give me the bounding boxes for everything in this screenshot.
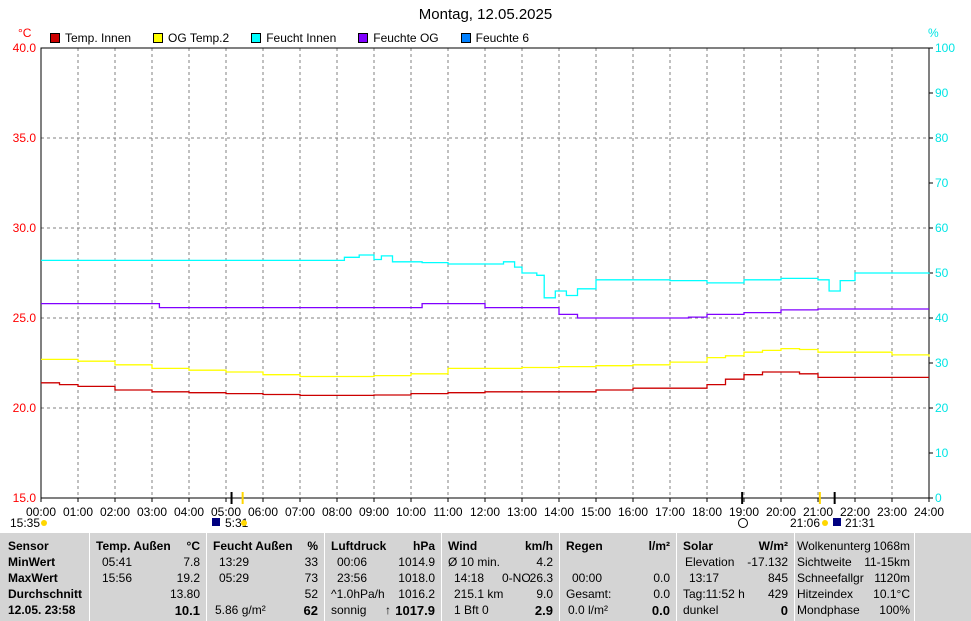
col-header: Temp. Außen [96,539,171,553]
legend: Temp. Innen OG Temp.2 Feucht Innen Feuch… [50,31,551,45]
y-right-tick-label: 20 [935,401,949,415]
legend-item-feucht-innen: Feucht Innen [251,31,336,45]
col-header: Solar [683,539,714,553]
x-tick-label: 15:00 [581,505,611,519]
sun-icon [241,520,247,526]
y-right-tick-label: 80 [935,131,949,145]
stats-panel: Sensor MinWert MaxWert Durchschnitt 12.0… [0,533,971,621]
x-tick-label: 17:00 [655,505,685,519]
y-left-tick-label: 20.0 [13,401,37,415]
label-minwert: MinWert [8,555,56,569]
moonset-icon [833,518,841,526]
y-left-tick-label: 25.0 [13,311,37,325]
label-durchschnitt: Durchschnitt [8,587,83,601]
legend-item-feuchte-6: Feuchte 6 [460,31,529,45]
x-tick-label: 06:00 [248,505,278,519]
event-time-label: 15:35 [10,516,40,530]
stats-col-misc: Wolkenunterg 1068m Sichtweite 11-15km Schn… [794,533,914,621]
stats-col-labels: Sensor MinWert MaxWert Durchschnitt 12.0… [0,533,89,621]
series-line-3 [41,302,929,319]
col-unit: % [307,539,318,553]
label-sensor: Sensor [8,539,49,553]
y-right-tick-label: 30 [935,356,949,370]
col-unit: l/m² [648,539,670,553]
legend-swatch [358,33,369,43]
x-tick-label: 24:00 [914,505,944,519]
x-tick-label: 14:00 [544,505,574,519]
event-time-label: 21:31 [845,516,875,530]
x-tick-label: 12:00 [470,505,500,519]
col-unit: km/h [524,539,553,553]
stats-col-luftdruck: Luftdruck hPa 00:06 1014.9 23:56 1018.0 ^1.… [324,533,441,621]
x-tick-label: 02:00 [100,505,130,519]
x-tick-label: 11:00 [433,505,462,519]
x-tick-label: 03:00 [137,505,167,519]
y-right-tick-label: 70 [935,176,949,190]
x-tick-label: 21:00 [803,505,833,519]
stats-col-wind: Wind km/h Ø 10 min. 4.2 14:18 0-NO 26.3 215.… [441,533,559,621]
x-tick-label: 23:00 [877,505,907,519]
x-tick-label: 08:00 [322,505,352,519]
y-right-tick-label: 50 [935,266,949,280]
series-line-1 [41,347,930,378]
y-right-tick-label: 0 [935,491,942,505]
x-tick-label: 20:00 [766,505,796,519]
col-unit: °C [186,539,200,553]
x-tick-label: 04:00 [174,505,204,519]
x-tick-label: 18:00 [692,505,722,519]
legend-swatch [153,33,164,43]
x-tick-label: 09:00 [359,505,389,519]
x-tick-label: 10:00 [396,505,426,519]
trend-up-arrow-icon: ↑ [385,603,391,617]
moon-full-icon [738,518,748,528]
col-unit: W/m² [758,539,788,553]
col-header: Feucht Außen [213,539,293,553]
col-header: Luftdruck [331,539,387,553]
x-tick-label: 13:00 [507,505,537,519]
series-line-0 [41,371,929,397]
event-time-label: 5:31 [225,516,249,530]
event-time-label: 21:06 [790,516,820,530]
y-right-tick-label: 100 [935,41,955,55]
legend-item-feuchte-og: Feuchte OG [358,31,439,45]
y-left-tick-label: 30.0 [13,221,37,235]
chart-canvas: 00:00 01:00 02:00 03:00 04:00 05:00 06:00 07:00… [10,41,955,530]
stats-col-temp-aussen: Temp. Außen °C 05:41 7.8 15:56 19.2 13.80 1… [89,533,206,621]
label-maxwert: MaxWert [8,571,58,585]
y-left-tick-label: 40.0 [13,41,37,55]
y-left-tick-label: 15.0 [13,491,37,505]
col-header: Wind [448,539,478,553]
sun-icon [822,520,828,526]
y-right-tick-label: 60 [935,221,949,235]
x-tick-label: 07:00 [285,505,315,519]
moonrise-icon [212,518,220,526]
legend-swatch [251,33,262,43]
x-tick-label: 22:00 [840,505,870,519]
right-axis-unit: % [928,26,939,40]
series-line-2 [41,254,930,299]
x-tick-label: 05:00 [211,505,241,519]
y-left-tick-label: 35.0 [13,131,37,145]
legend-swatch [460,33,471,43]
x-tick-label: 00:00 [26,505,56,519]
y-right-tick-label: 40 [935,311,949,325]
col-header: Regen [566,539,603,553]
x-tick-label: 01:00 [63,505,93,519]
x-tick-label: 19:00 [729,505,759,519]
label-timestamp: 12.05. 23:58 [8,603,76,617]
sun-icon [41,520,47,526]
legend-item-temp-innen: Temp. Innen [50,31,131,45]
x-tick-label: 16:00 [618,505,648,519]
y-right-tick-label: 90 [935,86,949,100]
left-axis-unit: °C [18,26,32,40]
stats-col-solar: Solar W/m² Elevation -17.132 13:17 845 Tag:… [676,533,794,621]
legend-swatch [50,33,60,43]
col-unit: hPa [412,539,435,553]
legend-item-og-temp2: OG Temp.2 [153,31,229,45]
stats-col-feucht-aussen: Feucht Außen% 13:29 33 05:29 73 52 5.86 g/… [206,533,324,621]
y-right-tick-label: 10 [935,446,949,460]
chart-title: Montag, 12.05.2025 [418,6,553,23]
stats-col-regen: Regen l/m² 00:00 0.0 Gesamt: 0.0 0.0 l/m² 0.… [559,533,676,621]
stats-col-empty [914,533,971,621]
